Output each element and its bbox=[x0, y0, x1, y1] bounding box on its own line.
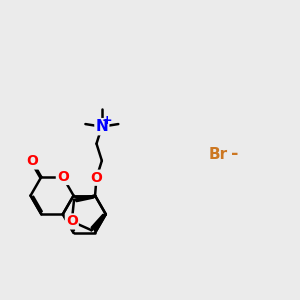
Text: O: O bbox=[91, 171, 102, 185]
Text: Br: Br bbox=[209, 147, 228, 162]
Text: O: O bbox=[57, 170, 69, 184]
Text: O: O bbox=[66, 214, 78, 228]
Text: O: O bbox=[26, 154, 38, 168]
Text: -: - bbox=[231, 146, 239, 164]
Text: N: N bbox=[95, 119, 108, 134]
Text: +: + bbox=[102, 114, 112, 127]
